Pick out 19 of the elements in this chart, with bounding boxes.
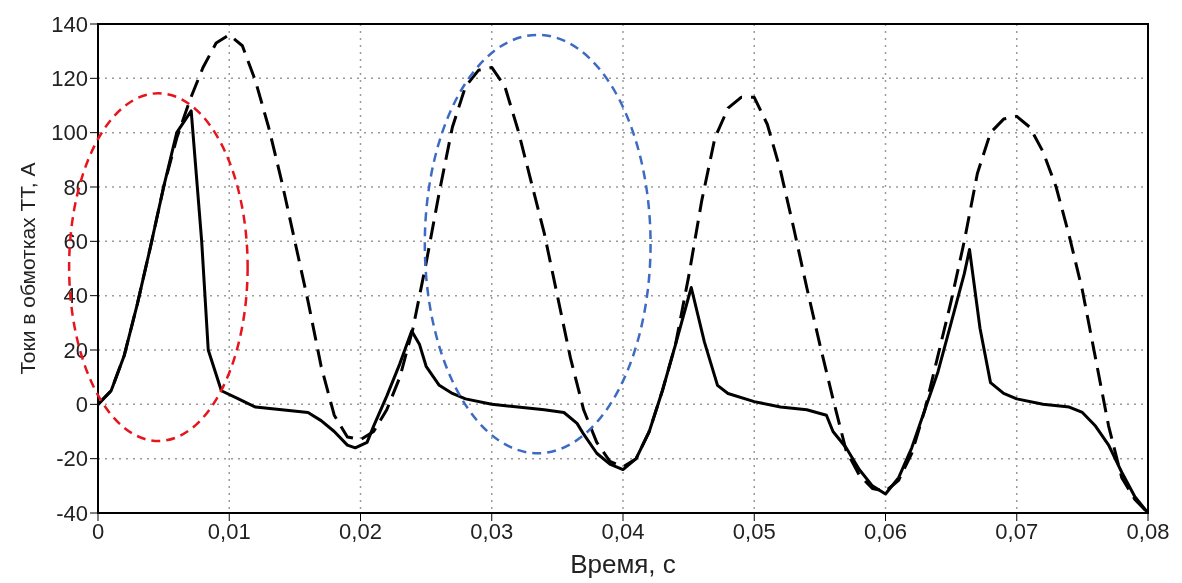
- x-tick-label: 0: [91, 518, 105, 544]
- x-tick-label: 0,04: [601, 518, 645, 544]
- y-tick-label: 140: [51, 11, 88, 37]
- x-tick-label: 0,03: [470, 518, 514, 544]
- y-tick-label: 0: [75, 392, 88, 418]
- x-axis-title: Время, с: [570, 549, 676, 579]
- y-tick-label: 20: [63, 337, 88, 363]
- x-tick-label: 0,01: [207, 518, 251, 544]
- y-tick-label: 120: [51, 66, 88, 92]
- x-tick-label: 0,02: [339, 518, 382, 544]
- y-axis-title: Токи в обмотках ТТ, А: [16, 162, 40, 375]
- x-tick-label: 0,07: [995, 518, 1039, 544]
- x-tick-label: 0,06: [864, 518, 907, 544]
- y-tick-label: -40: [56, 500, 88, 526]
- y-tick-label: -20: [56, 446, 88, 472]
- y-tick-label: 100: [51, 120, 88, 146]
- y-tick-label: 40: [63, 283, 88, 309]
- x-tick-label: 0,05: [732, 518, 776, 544]
- x-tick-label: 0,08: [1126, 518, 1170, 544]
